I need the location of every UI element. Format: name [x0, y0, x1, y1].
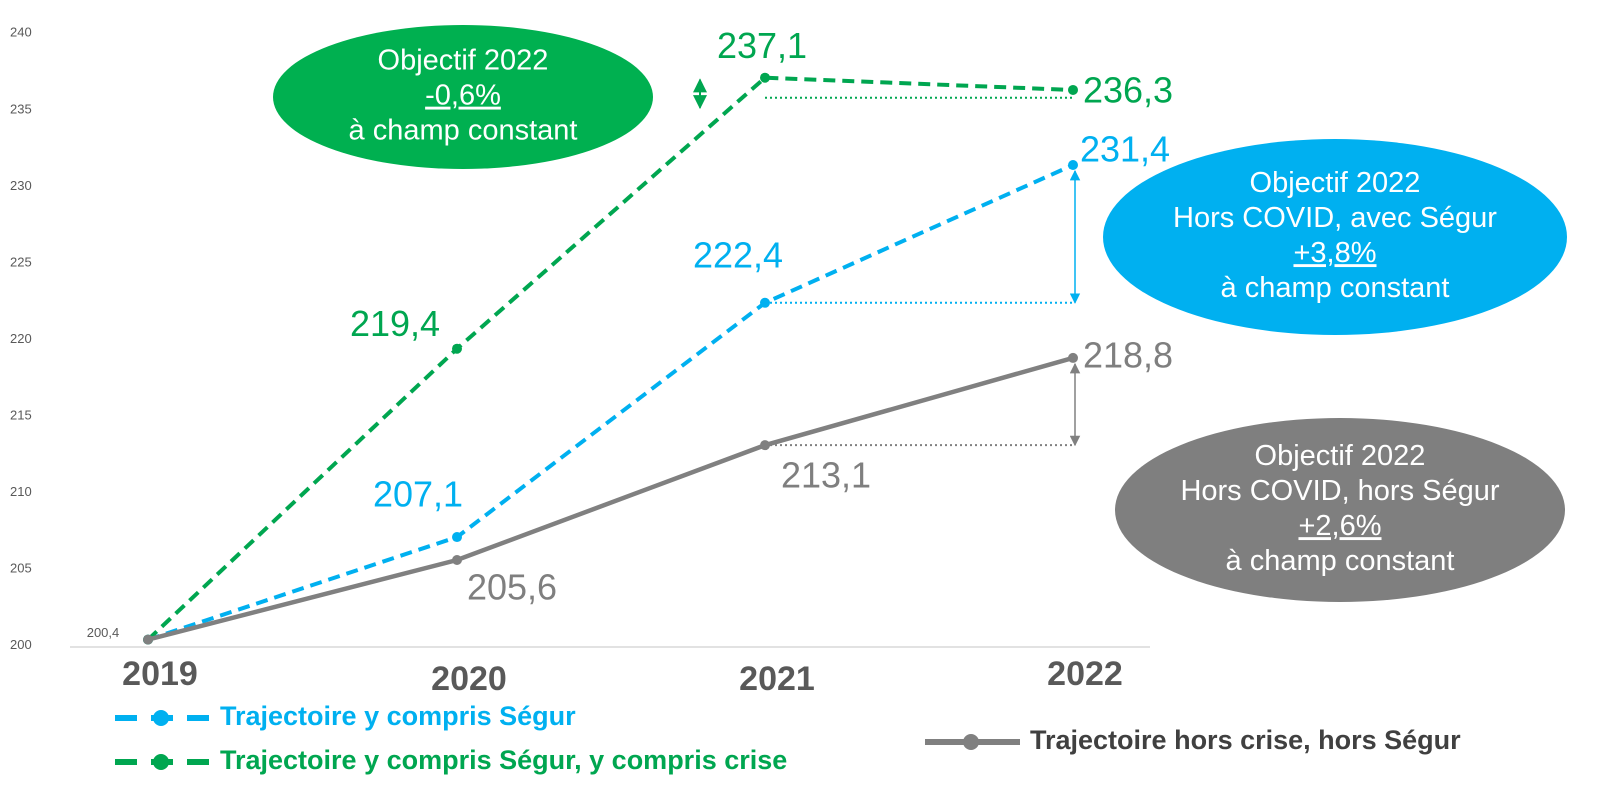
y-tick-label: 200 [10, 637, 32, 652]
data-label: 218,8 [1083, 334, 1173, 375]
annotation-text: Hors COVID, avec Ségur [1173, 202, 1497, 234]
legend-label: Trajectoire y compris Ségur, y compris c… [220, 745, 787, 775]
x-tick-label: 2021 [739, 660, 815, 698]
point [760, 440, 770, 451]
annotation-text: à champ constant [1226, 545, 1455, 577]
y-tick-label: 220 [10, 331, 32, 346]
point [760, 72, 770, 83]
point [1068, 84, 1078, 95]
data-label: 205,6 [467, 567, 557, 608]
annotation-text: à champ constant [349, 115, 578, 147]
series-line [147, 163, 1074, 642]
y-tick-label: 235 [10, 101, 32, 116]
legend-marker [153, 754, 169, 770]
legend-marker [963, 734, 979, 750]
point [452, 532, 462, 543]
data-label: 236,3 [1083, 69, 1173, 110]
data-label: 207,1 [373, 474, 463, 515]
data-label: 231,4 [1080, 129, 1170, 170]
x-tick-label: 2022 [1047, 655, 1123, 693]
y-tick-label: 240 [10, 25, 32, 40]
annotation-bubble [1103, 139, 1567, 335]
y-tick-label: 225 [10, 254, 32, 269]
y-tick-label: 230 [10, 178, 32, 193]
point [1068, 159, 1078, 170]
data-label: 237,1 [717, 25, 807, 66]
y-tick-label: 210 [10, 484, 32, 499]
annotation-text: +3,8% [1293, 237, 1376, 269]
annotation-bubble [273, 25, 653, 169]
data-label: 200,4 [87, 625, 120, 640]
series-line [147, 355, 1074, 642]
point [452, 343, 462, 354]
annotation-text: Objectif 2022 [1250, 167, 1421, 199]
point [760, 297, 770, 308]
series-line [146, 75, 1074, 642]
annotation-text: Hors COVID, hors Ségur [1180, 475, 1499, 507]
annotation-text: à champ constant [1221, 272, 1450, 304]
y-tick-label: 215 [10, 408, 32, 423]
annotation-text: +2,6% [1298, 510, 1381, 542]
annotation-text: Objectif 2022 [1255, 440, 1426, 472]
annotation-text: -0,6% [425, 80, 501, 112]
annotation-text: Objectif 2022 [378, 45, 549, 77]
y-tick-label: 205 [10, 561, 32, 576]
x-tick-label: 2019 [122, 655, 198, 693]
x-tick-label: 2020 [431, 660, 507, 698]
data-label: 213,1 [781, 455, 871, 496]
annotation-bubble [1115, 418, 1565, 602]
point [1068, 352, 1078, 363]
data-label: 222,4 [693, 234, 783, 275]
legend-label: Trajectoire y compris Ségur [220, 701, 576, 731]
legend-marker [153, 710, 169, 726]
point [452, 555, 462, 566]
point [143, 634, 153, 645]
data-label: 219,4 [350, 303, 440, 344]
legend-label: Trajectoire hors crise, hors Ségur [1030, 725, 1461, 755]
